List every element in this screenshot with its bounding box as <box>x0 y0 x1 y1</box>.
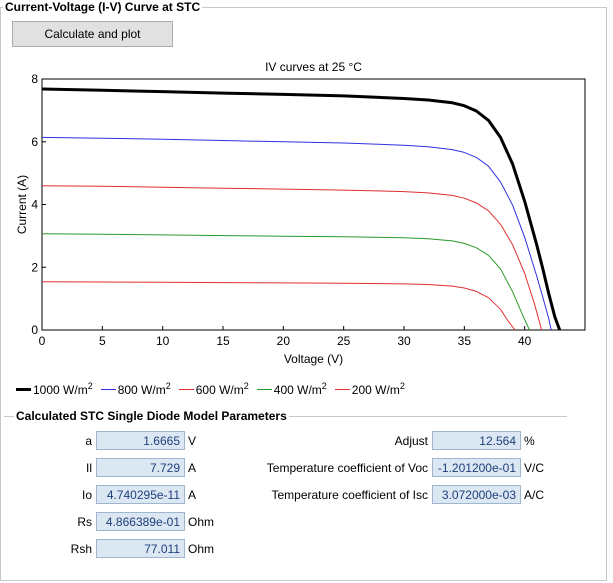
iv-chart: 0 5 10 15 20 25 30 35 40 0 2 4 6 8 IV curves at 25 °C V… <box>15 60 586 366</box>
param-tcisc-label: Temperature coefficient of Isc <box>271 488 428 502</box>
legend-label: 1000 W/m2 <box>33 381 93 397</box>
plot-area <box>41 78 586 331</box>
legend-label-exponent: 2 <box>399 381 405 391</box>
x-tick-label: 35 <box>458 334 472 348</box>
param-rs-label: Rs <box>77 515 92 529</box>
iv-curve-group-title: Current-Voltage (I-V) Curve at STC <box>3 0 203 14</box>
x-tick-label: 20 <box>277 334 291 348</box>
param-rsh-label: Rsh <box>70 542 92 556</box>
param-adjust-label: Adjust <box>394 434 428 448</box>
param-il-unit: A <box>188 461 197 475</box>
param-il-label: Il <box>86 461 92 475</box>
y-axis-label: Current (A) <box>15 175 29 234</box>
legend-swatch <box>334 388 350 390</box>
series-line-5 <box>41 281 516 331</box>
series-line-4 <box>41 233 530 331</box>
param-rs-unit: Ohm <box>188 515 215 529</box>
legend-item: 200 W/m2 <box>334 381 405 397</box>
param-adjust-unit: % <box>524 434 535 448</box>
legend-swatch <box>178 388 194 390</box>
x-tick-label: 5 <box>99 334 106 348</box>
param-tcvoc-field[interactable]: -1.201200e-01 <box>432 458 521 477</box>
param-rsh-field[interactable]: 77.011 <box>96 539 185 558</box>
legend-item: 600 W/m2 <box>178 381 249 397</box>
param-tcisc-field[interactable]: 3.072000e-03 <box>432 485 521 504</box>
param-tcisc-unit: A/C <box>524 488 545 502</box>
param-rsh-unit: Ohm <box>188 542 215 556</box>
calculate-and-plot-button[interactable]: Calculate and plot <box>12 21 173 47</box>
param-a-label: a <box>85 434 92 448</box>
params-group-title: Calculated STC Single Diode Model Parame… <box>14 409 289 423</box>
legend-swatch <box>100 388 116 390</box>
y-tick-label: 2 <box>31 260 38 274</box>
legend-item: 800 W/m2 <box>100 381 171 397</box>
x-tick-label: 0 <box>39 334 46 348</box>
x-axis-label: Voltage (V) <box>284 352 343 366</box>
y-tick-label: 8 <box>31 72 38 86</box>
legend-label: 800 W/m2 <box>117 381 171 397</box>
series-line-1 <box>41 87 562 331</box>
series-line-3 <box>41 185 543 331</box>
legend-item: 400 W/m2 <box>256 381 327 397</box>
legend-label: 600 W/m2 <box>195 381 249 397</box>
x-tick-label: 10 <box>156 334 170 348</box>
series-line-2 <box>41 136 552 331</box>
param-tcvoc-unit: V/C <box>524 461 545 475</box>
param-io-unit: A <box>188 488 197 502</box>
y-tick-label: 0 <box>31 323 38 337</box>
param-il-field[interactable]: 7.729 <box>96 458 185 477</box>
legend-label: 400 W/m2 <box>273 381 327 397</box>
legend-label-exponent: 2 <box>243 381 249 391</box>
x-tick-label: 25 <box>337 334 351 348</box>
param-io-field[interactable]: 4.740295e-11 <box>96 485 185 504</box>
chart-title: IV curves at 25 °C <box>265 60 362 74</box>
legend-label: 200 W/m2 <box>351 381 405 397</box>
legend-label-exponent: 2 <box>87 381 93 391</box>
param-io-label: Io <box>81 488 92 502</box>
y-tick-label: 4 <box>31 198 38 212</box>
legend-swatch <box>16 387 31 391</box>
x-tick-label: 30 <box>397 334 411 348</box>
y-tick-label: 6 <box>31 135 38 149</box>
chart-legend: 1000 W/m2 800 W/m2 600 W/m2 400 W/m2 200 W/m… <box>16 381 405 397</box>
legend-label-exponent: 2 <box>165 381 171 391</box>
x-tick-label: 15 <box>216 334 230 348</box>
legend-label-exponent: 2 <box>321 381 327 391</box>
legend-item: 1000 W/m2 <box>16 381 93 397</box>
param-tcvoc-label: Temperature coefficient of Voc <box>266 461 428 475</box>
param-a-field[interactable]: 1.6665 <box>96 431 185 450</box>
param-a-unit: V <box>188 434 197 448</box>
legend-swatch <box>256 388 272 390</box>
param-rs-field[interactable]: 4.866389e-01 <box>96 512 185 531</box>
x-tick-label: 40 <box>518 334 532 348</box>
iv-curve-group <box>0 7 607 581</box>
param-adjust-field[interactable]: 12.564 <box>432 431 521 450</box>
